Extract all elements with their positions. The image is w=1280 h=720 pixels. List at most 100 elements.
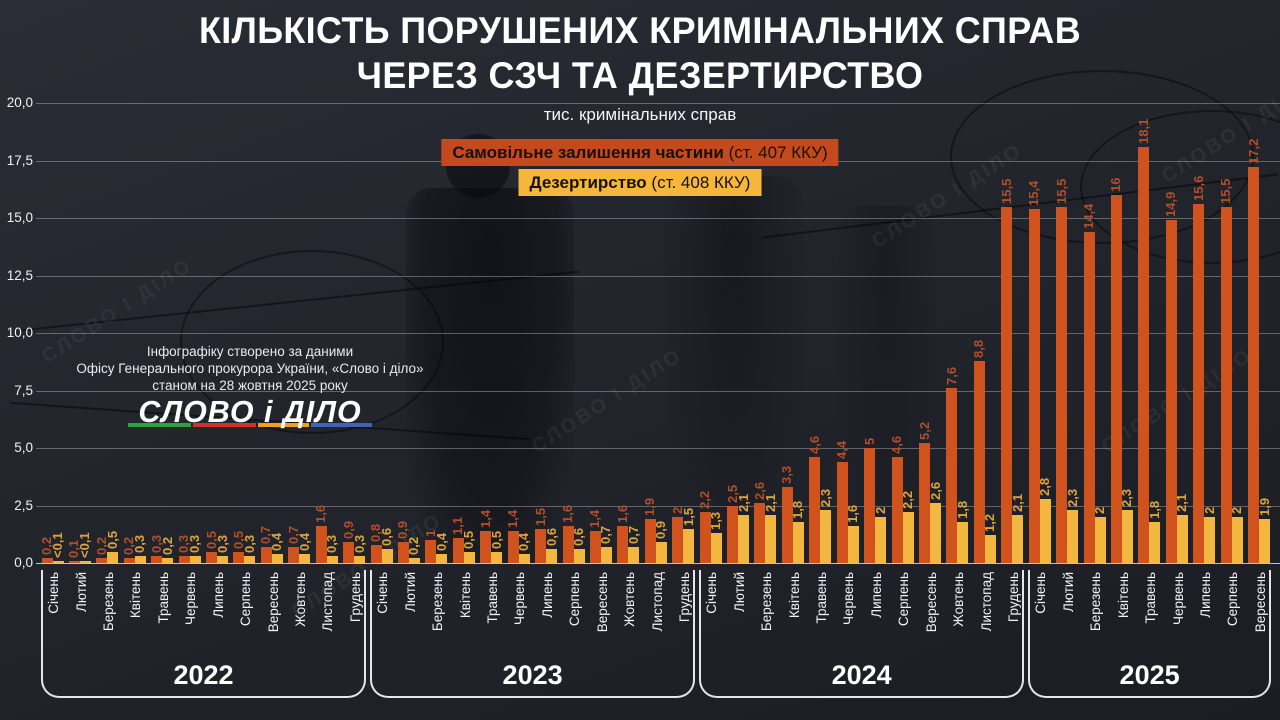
bar-szch — [1056, 206, 1068, 563]
logo-stripe-segment — [257, 423, 310, 427]
legend-item-szch: Самовільне залишення частини (ст. 407 КК… — [441, 139, 839, 166]
bar-desertion — [984, 535, 996, 563]
gridline — [36, 218, 1280, 219]
bar-value-label: 3,3 — [779, 466, 795, 485]
bar-szch — [1248, 167, 1260, 563]
bar-desertion — [463, 551, 475, 563]
bar-value-label: 1,6 — [845, 505, 861, 524]
bar-value-label: <0,1 — [50, 531, 65, 558]
bar-desertion — [1121, 510, 1133, 563]
bar-desertion — [628, 546, 640, 563]
bar-szch — [452, 537, 464, 563]
y-axis-tick-label: 0,0 — [14, 555, 33, 570]
bar-value-label: 0,3 — [214, 535, 230, 554]
logo-stripe-segment — [128, 423, 191, 427]
bar-desertion — [518, 553, 530, 563]
bar-value-label: 4,6 — [889, 436, 905, 455]
bar-value-label: 0,9 — [653, 521, 669, 540]
bar-desertion — [765, 514, 777, 563]
bar-value-label: 2,6 — [927, 482, 943, 501]
bar-value-label: 2 — [872, 506, 888, 514]
bar-desertion — [957, 521, 969, 563]
bar-value-label: 1,5 — [680, 507, 696, 526]
bar-value-label: 15,4 — [1026, 180, 1042, 206]
bar-value-label: 15,5 — [998, 178, 1014, 204]
bar-desertion — [354, 556, 366, 563]
bar-szch — [41, 558, 53, 563]
bar-szch — [1138, 146, 1150, 563]
bar-szch — [123, 558, 135, 563]
bar-desertion — [52, 560, 64, 563]
bar-szch — [1165, 220, 1177, 563]
legend-szch-article: (ст. 407 ККУ) — [723, 143, 828, 162]
title-line-1: КІЛЬКІСТЬ ПОРУШЕНИХ КРИМІНАЛЬНИХ СПРАВ — [198, 10, 1082, 51]
bar-value-label: 2,3 — [1119, 489, 1135, 508]
gridline — [36, 275, 1280, 277]
bar-desertion — [655, 542, 667, 563]
gridline — [36, 505, 1280, 507]
bar-desertion — [271, 553, 283, 563]
bar-szch — [480, 530, 492, 563]
bar-desertion — [1149, 521, 1161, 563]
bar-szch — [973, 360, 985, 563]
logo-stripe-segment — [192, 423, 256, 427]
year-label: 2022 — [173, 660, 234, 690]
year-bracket: 2025 — [1028, 570, 1271, 698]
bar-value-label: 1,9 — [642, 498, 658, 517]
bar-value-label: 5,2 — [916, 422, 932, 441]
bar-value-label: <0,1 — [77, 531, 93, 558]
bar-szch — [754, 503, 766, 563]
bar-desertion — [381, 549, 393, 563]
bar-szch — [617, 526, 629, 563]
year-bracket: 2023 — [370, 570, 696, 698]
bar-value-label: 2,2 — [697, 491, 713, 510]
y-axis-tick-label: 10,0 — [6, 325, 33, 340]
bar-szch — [178, 556, 190, 563]
bar-desertion — [217, 556, 229, 563]
bar-value-label: 0,5 — [488, 530, 504, 549]
bar-desertion — [1039, 498, 1051, 563]
bar-value-label: 2 — [1229, 506, 1245, 514]
year-label: 2023 — [502, 660, 563, 690]
bar-value-label: 1,8 — [1146, 500, 1162, 519]
y-axis-tick-label: 12,5 — [6, 267, 33, 283]
bar-desertion — [1259, 519, 1271, 563]
bar-szch — [919, 443, 930, 563]
bar-value-label: 14,4 — [1081, 203, 1097, 229]
y-axis-tick-label: 5,0 — [14, 440, 33, 455]
bar-desertion — [244, 556, 256, 563]
bar-desertion — [546, 549, 558, 563]
barbed-wire-decoration — [180, 250, 444, 434]
bar-value-label: 1,5 — [532, 507, 548, 526]
bar-desertion — [600, 546, 612, 563]
bar-value-label: 1,2 — [982, 514, 998, 533]
bar-szch — [1220, 206, 1232, 563]
bar-szch — [864, 448, 876, 563]
bar-value-label: 16 — [1108, 177, 1124, 192]
bar-value-label: 0,5 — [104, 530, 120, 549]
bar-value-label: 0,4 — [296, 532, 312, 551]
legend-item-desertion: Дезертирство (ст. 408 ККУ) — [518, 169, 762, 196]
bar-desertion — [162, 558, 174, 563]
bar-desertion — [436, 553, 448, 563]
bar-value-label: 8,8 — [971, 339, 987, 358]
legend-desertion-name: Дезертирство — [529, 173, 647, 192]
year-label: 2025 — [1119, 660, 1180, 690]
bar-value-label: 2,1 — [1174, 493, 1190, 512]
bar-szch — [781, 487, 793, 563]
legend-desertion-article: (ст. 408 ККУ) — [646, 173, 751, 192]
bar-value-label: 2,1 — [762, 493, 778, 512]
bar-desertion — [491, 551, 503, 563]
chart-units-label: тис. кримінальних справ — [543, 105, 737, 124]
bar-szch — [288, 546, 300, 563]
bar-szch — [260, 546, 272, 563]
bar-value-label: 1,6 — [560, 505, 576, 524]
logo-stripe-segment — [311, 423, 372, 427]
bar-szch — [397, 542, 409, 563]
bar-szch — [644, 519, 656, 563]
bar-szch — [233, 551, 245, 563]
y-axis-tick-label: 7,5 — [14, 382, 33, 398]
year-bracket: 2022 — [41, 570, 367, 698]
bar-desertion — [326, 556, 338, 563]
bar-value-label: 1,6 — [313, 505, 329, 524]
